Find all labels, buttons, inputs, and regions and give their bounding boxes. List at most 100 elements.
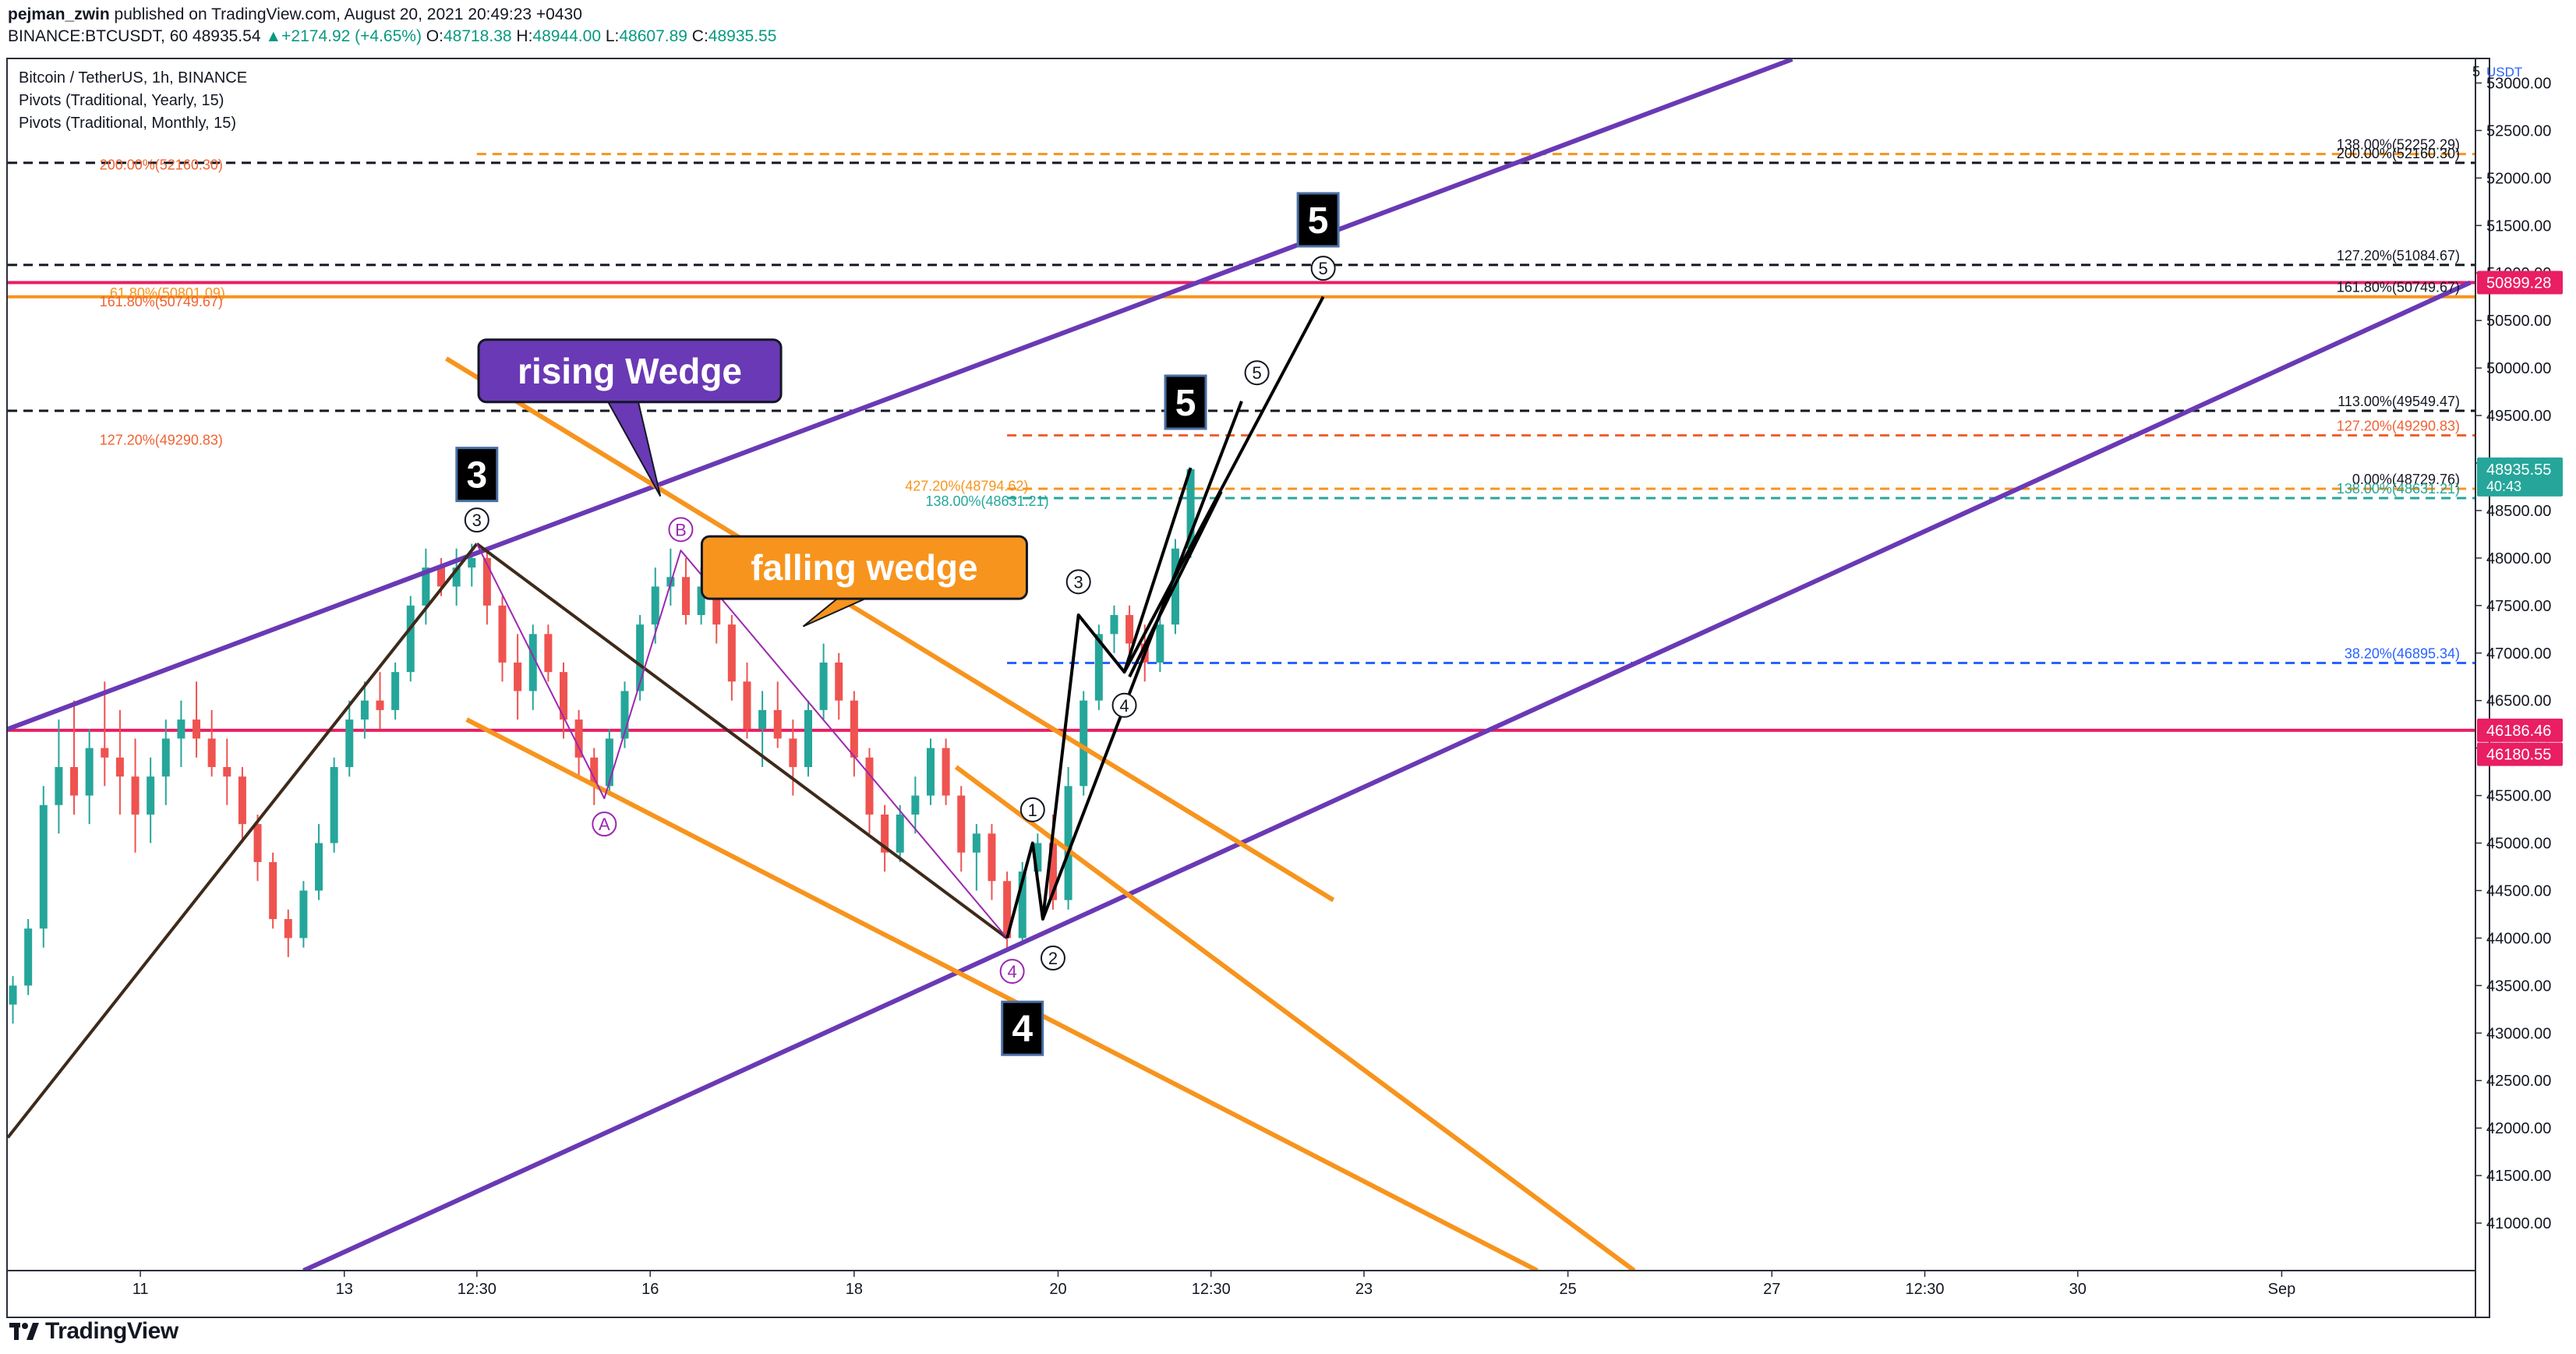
wave-marker — [1019, 797, 1045, 822]
wave-count-box — [1164, 374, 1207, 430]
close-value: 48935.55 — [708, 27, 777, 45]
trendline-projection-c — [1128, 490, 1223, 678]
price-tag — [2477, 270, 2563, 295]
price-tag-label: 46180.55 — [2486, 747, 2551, 764]
candle-body — [177, 719, 186, 739]
trendline-abc-correction — [475, 543, 1008, 939]
candle-body — [39, 804, 48, 929]
wave-marker — [999, 959, 1025, 985]
candle-body — [299, 890, 308, 939]
callout-text: falling wedge — [751, 547, 977, 588]
price-tick-label: 47000.00 — [2486, 645, 2551, 663]
wave-count-box-label: 5 — [1175, 383, 1196, 424]
candle-body — [131, 776, 140, 815]
price-tick-label: 45500.00 — [2486, 788, 2551, 805]
last-price: 48935.54 — [192, 27, 261, 45]
price-tick-label: 42500.00 — [2486, 1073, 2551, 1090]
candle-body — [988, 833, 996, 882]
trendline-falling-wedge-lower — [465, 717, 1539, 1271]
wave-marker-label: 4 — [1119, 696, 1129, 716]
candle-body — [850, 700, 858, 758]
candle-body — [1094, 634, 1103, 701]
low-label: L: — [605, 27, 620, 45]
time-tick-label: 23 — [1355, 1281, 1373, 1298]
candle-body — [1125, 615, 1134, 644]
price-tag-label: 46186.46 — [2486, 723, 2551, 740]
logo-text: TradingView — [45, 1318, 178, 1344]
candle-body — [712, 586, 721, 625]
price-tag-countdown: 40:43 — [2486, 479, 2521, 494]
candle-body — [1048, 843, 1057, 900]
candle-body — [1018, 871, 1027, 939]
author-name: pejman_zwin — [8, 5, 110, 23]
wave-marker-label: B — [675, 520, 687, 539]
candle-body — [1064, 786, 1072, 900]
legend-pivot-monthly[interactable]: Pivots (Traditional, Monthly, 15) — [19, 115, 236, 132]
candle-body — [758, 709, 767, 730]
candle-body — [437, 567, 446, 587]
price-tick-label: 43000.00 — [2486, 1025, 2551, 1042]
time-tick-label: 18 — [846, 1281, 863, 1298]
level-label: 113.00%(49549.47) — [2337, 394, 2460, 409]
candle-body — [881, 814, 889, 853]
time-tick-label: 27 — [1763, 1281, 1780, 1298]
candle-body — [238, 776, 246, 825]
candle-body — [1080, 700, 1088, 787]
candle-body — [360, 700, 369, 720]
callout-tail — [605, 398, 662, 497]
legend-pivot-yearly[interactable]: Pivots (Traditional, Yearly, 15) — [19, 92, 224, 109]
candle-body — [957, 795, 966, 853]
trendline-impulse-up — [8, 543, 479, 1139]
wave-marker-label: A — [599, 815, 610, 834]
candle-body — [819, 662, 828, 710]
tradingview-logo-icon — [9, 1323, 39, 1340]
wave-marker — [592, 811, 617, 837]
level-label: 127.20%(51084.67) — [2337, 248, 2460, 263]
wave-marker — [668, 517, 694, 543]
price-tick-label: 51500.00 — [2486, 217, 2551, 235]
wave-marker — [1244, 360, 1270, 386]
candle-body — [1110, 615, 1118, 635]
tradingview-logo[interactable]: TradingView — [9, 1317, 178, 1345]
wave-marker — [464, 507, 489, 533]
callout-box — [477, 338, 783, 404]
candle-body — [330, 767, 338, 843]
time-tick-label: 12:30 — [1906, 1281, 1945, 1298]
wave-count-box — [1001, 1000, 1044, 1056]
price-tick-label: 50000.00 — [2486, 360, 2551, 377]
candle-body — [697, 586, 705, 616]
wave-marker-label: 4 — [1008, 962, 1017, 981]
wave-marker — [1310, 256, 1336, 281]
level-left-label: 138.00%(48631.21) — [925, 493, 1048, 509]
trendline-falling-wedge-upper — [444, 356, 1335, 903]
candle-body — [1034, 843, 1042, 872]
candle-body — [773, 709, 782, 739]
time-tick-label: 11 — [133, 1281, 149, 1298]
time-tick-label: 12:30 — [458, 1281, 496, 1298]
legend-title: Bitcoin / TetherUS, 1h, BINANCE — [19, 69, 248, 87]
currency-label: USDT — [2486, 65, 2522, 80]
price-tick-label: 44500.00 — [2486, 882, 2551, 900]
candle-body — [727, 624, 736, 682]
wave-count-box — [1296, 192, 1340, 248]
candle-body — [835, 662, 843, 701]
change-arrow-icon: ▲ — [265, 27, 282, 45]
wave-marker-label: 3 — [472, 511, 482, 530]
candle-body — [223, 767, 231, 777]
candle-body — [55, 767, 63, 805]
time-tick-label: 16 — [641, 1281, 659, 1298]
price-tick-label: 48000.00 — [2486, 550, 2551, 567]
level-label: 127.20%(49290.83) — [2337, 419, 2460, 434]
trendline-rising-channel-upper — [8, 59, 1793, 732]
chart-frame[interactable] — [6, 58, 2490, 1318]
level-left-label: 127.20%(49290.83) — [100, 433, 223, 448]
price-change: +2174.92 (+4.65%) — [281, 27, 422, 45]
candle-body — [590, 757, 599, 787]
trendline-projection-a — [1041, 401, 1243, 920]
candle-body — [115, 757, 124, 777]
candle-body — [452, 567, 461, 587]
callout-text: rising Wedge — [518, 351, 742, 391]
candle-body — [1003, 881, 1012, 939]
price-tick-label: 53000.00 — [2486, 75, 2551, 92]
